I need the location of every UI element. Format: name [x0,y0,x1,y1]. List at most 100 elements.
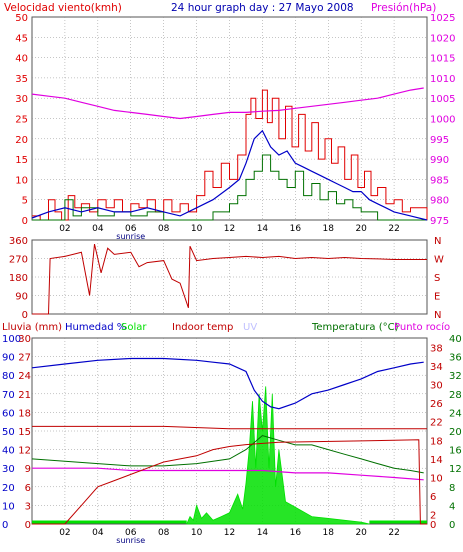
humidity-tick-label: 60 [2,408,15,419]
wind-tick-label: 25 [15,115,28,126]
pressure-tick-label: 995 [430,135,449,146]
indoor-tick-label: 22 [430,418,443,429]
rain-legend: Lluvia (mm) [2,322,62,333]
low-wind-line [32,154,427,221]
indoor-legend: Indoor temp [172,322,233,333]
compass-label: E [434,292,440,303]
indoor-tick-label: 2 [430,511,436,522]
wind-tick-label: 0 [22,216,28,227]
humidity-tick-label: 50 [2,427,15,438]
indoor-tick-label: 6 [430,492,436,503]
x-tick-label: 10 [191,224,203,234]
rain-tick-label: 9 [25,464,31,475]
wind-tick-label: 5 [22,196,28,207]
temperature-line [31,435,424,474]
pressure-tick-label: 1015 [430,54,455,65]
x-tick-label: 14 [257,224,269,234]
indoor-temp-line [32,425,427,430]
temp-tick-label: 20 [449,427,462,438]
rain-tick-label: 27 [18,353,31,364]
uv-legend: UV [243,322,257,333]
x-tick-label: 08 [158,224,170,234]
rain-tick-label: 15 [18,427,31,438]
x-tick-label: 04 [92,528,104,538]
humidity-tick-label: 0 [2,520,8,531]
compass-label: N [434,310,441,321]
wind-grid [32,17,427,220]
direction-tick-label: 180 [9,273,28,284]
wind-series [31,87,428,221]
indoor-tick-label: 18 [430,436,443,447]
solar-legend: Solar [121,322,147,333]
temp-tick-label: 32 [449,371,462,382]
humidity-line [31,357,424,410]
weather-grid [32,338,427,524]
rain-tick-label: 24 [18,371,31,382]
x-tick-label: 06 [125,224,137,234]
wind-tick-label: 50 [15,13,28,24]
indoor-tick-label: 34 [430,362,443,373]
pressure-axis-label: Presión(hPa) [371,2,436,14]
pressure-tick-label: 1020 [430,33,455,44]
indoor-tick-label: 30 [430,381,443,392]
weather-series [31,357,427,525]
humidity-tick-label: 90 [2,353,15,364]
sunrise-label: sunrise [116,232,145,241]
dewpoint-legend: Punto rocío [394,321,450,333]
rain-tick-label: 21 [18,390,31,401]
wind-tick-label: 45 [15,33,28,44]
pressure-tick-label: 990 [430,155,449,166]
pressure-tick-label: 1005 [430,94,455,105]
rain-line [32,439,427,525]
solar-area [186,386,370,525]
humidity-tick-label: 20 [2,483,15,494]
wind-tick-label: 15 [15,155,28,166]
indoor-tick-label: 26 [430,399,443,410]
humidity-tick-label: 80 [2,371,15,382]
direction-tick-label: 0 [22,310,28,321]
rain-tick-label: 12 [18,446,31,457]
wind-tick-label: 20 [15,135,28,146]
temp-tick-label: 24 [449,408,462,419]
temp-tick-label: 16 [449,446,462,457]
x-tick-label: 22 [388,528,399,538]
compass-label: N [434,236,441,247]
direction-line [32,243,427,315]
pressure-tick-label: 1010 [430,74,455,85]
avg-wind-line [31,129,428,221]
direction-tick-label: 90 [15,292,28,303]
pressure-tick-label: 1000 [430,115,455,126]
rain-tick-label: 30 [18,334,31,345]
compass-label: W [434,255,444,266]
humidity-tick-label: 30 [2,464,15,475]
x-tick-label: 12 [224,528,235,538]
pressure-tick-label: 980 [430,196,449,207]
rain-tick-label: 6 [25,483,31,494]
indoor-tick-label: 10 [430,474,443,485]
x-tick-label: 04 [92,224,104,234]
x-tick-label: 16 [290,224,302,234]
x-tick-label: 18 [323,528,335,538]
rain-tick-label: 3 [25,501,31,512]
wind-axis-label: Velocidad viento(kmh) [4,2,122,14]
indoor-tick-label: 14 [430,455,443,466]
indoor-tick-label: 38 [430,343,443,354]
temp-tick-label: 40 [449,334,462,345]
dewpoint-line [32,467,424,481]
temp-tick-label: 0 [449,520,455,531]
temp-tick-label: 12 [449,464,462,475]
pressure-tick-label: 975 [430,216,449,227]
rain-tick-label: 0 [25,520,31,531]
x-tick-label: 08 [158,528,170,538]
wind-tick-label: 30 [15,94,28,105]
temp-tick-label: 36 [449,353,462,364]
temp-tick-label: 8 [449,483,455,494]
gust-line [32,89,428,221]
wind-tick-label: 40 [15,54,28,65]
chart-title: 24 hour graph day : 27 Mayo 2008 [171,2,354,14]
temp-tick-label: 28 [449,390,462,401]
humidity-tick-label: 40 [2,446,15,457]
axis-ticks: 0510152025303540455097598098599099510001… [2,13,462,545]
